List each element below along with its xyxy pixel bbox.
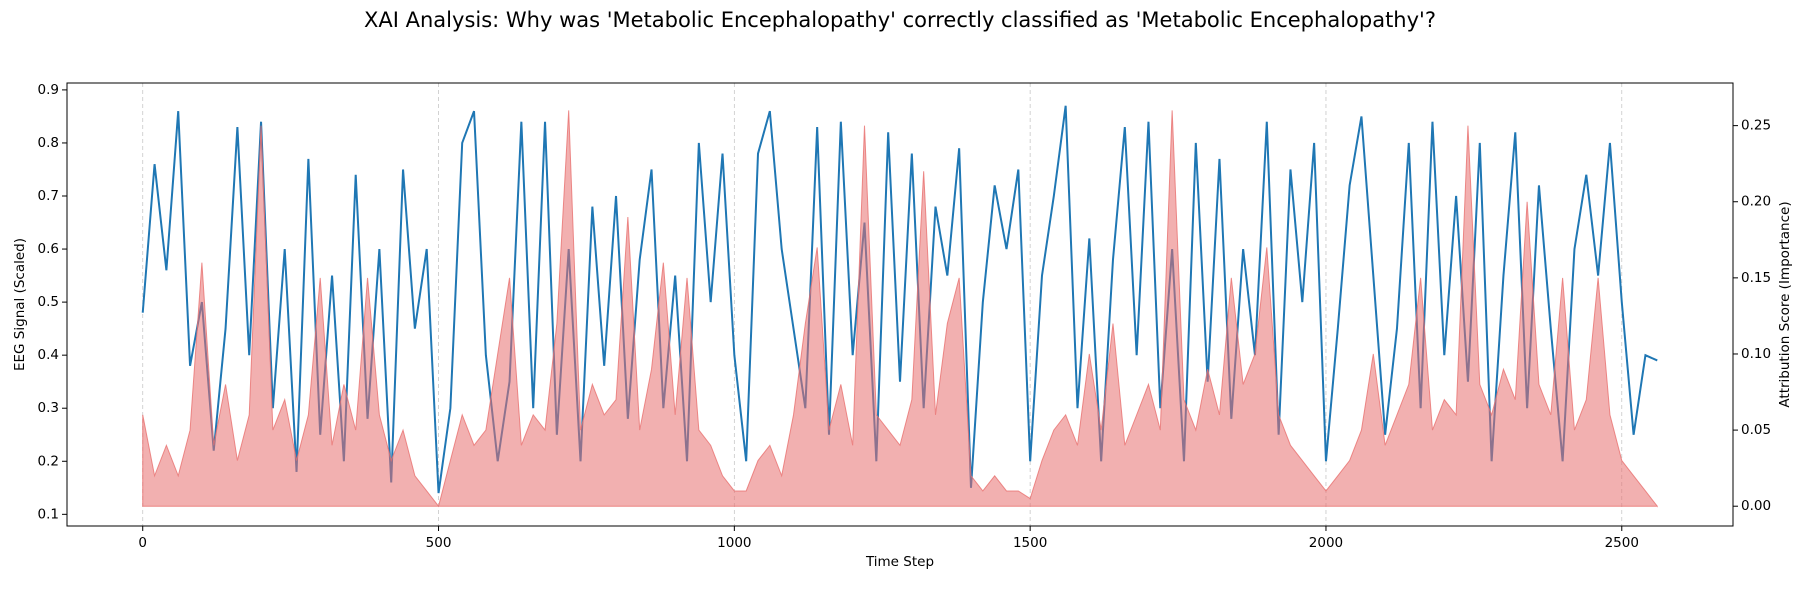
y-tick-label: 0.4 [38, 347, 59, 363]
y-tick-label: 0.8 [38, 135, 59, 151]
x-tick-label: 1500 [1013, 535, 1047, 551]
y2-tick-label: 0.10 [1741, 346, 1771, 362]
y2-tick-label: 0.25 [1741, 118, 1771, 134]
y-tick-label: 0.5 [38, 294, 59, 310]
y-axis-label: EEG Signal (Scaled) [12, 238, 28, 371]
y-tick-label: 0.6 [38, 241, 59, 257]
x-tick-label: 1000 [717, 535, 751, 551]
y-tick-label: 0.2 [38, 453, 59, 469]
y-tick-label: 0.1 [38, 506, 59, 522]
y2-axis-label: Attribution Score (Importance) [1777, 201, 1793, 407]
y-tick-label: 0.3 [38, 400, 59, 416]
y-tick-label: 0.7 [38, 188, 59, 204]
attribution-area [142, 110, 1659, 508]
x-axis-label: Time Step [865, 554, 934, 570]
y-tick-label: 0.9 [38, 82, 59, 98]
chart-title: XAI Analysis: Why was 'Metabolic Encepha… [364, 8, 1436, 32]
signal-line [141, 105, 1658, 494]
y2-tick-label: 0.15 [1741, 270, 1771, 286]
y2-tick-label: 0.20 [1741, 194, 1771, 210]
x-tick-label: 2000 [1309, 535, 1343, 551]
x-tick-label: 0 [138, 535, 147, 551]
x-tick-label: 2500 [1605, 535, 1639, 551]
plot-frame [66, 82, 1734, 527]
y2-tick-label: 0.00 [1741, 498, 1771, 514]
x-tick-label: 500 [426, 535, 452, 551]
y2-tick-label: 0.05 [1741, 422, 1771, 438]
